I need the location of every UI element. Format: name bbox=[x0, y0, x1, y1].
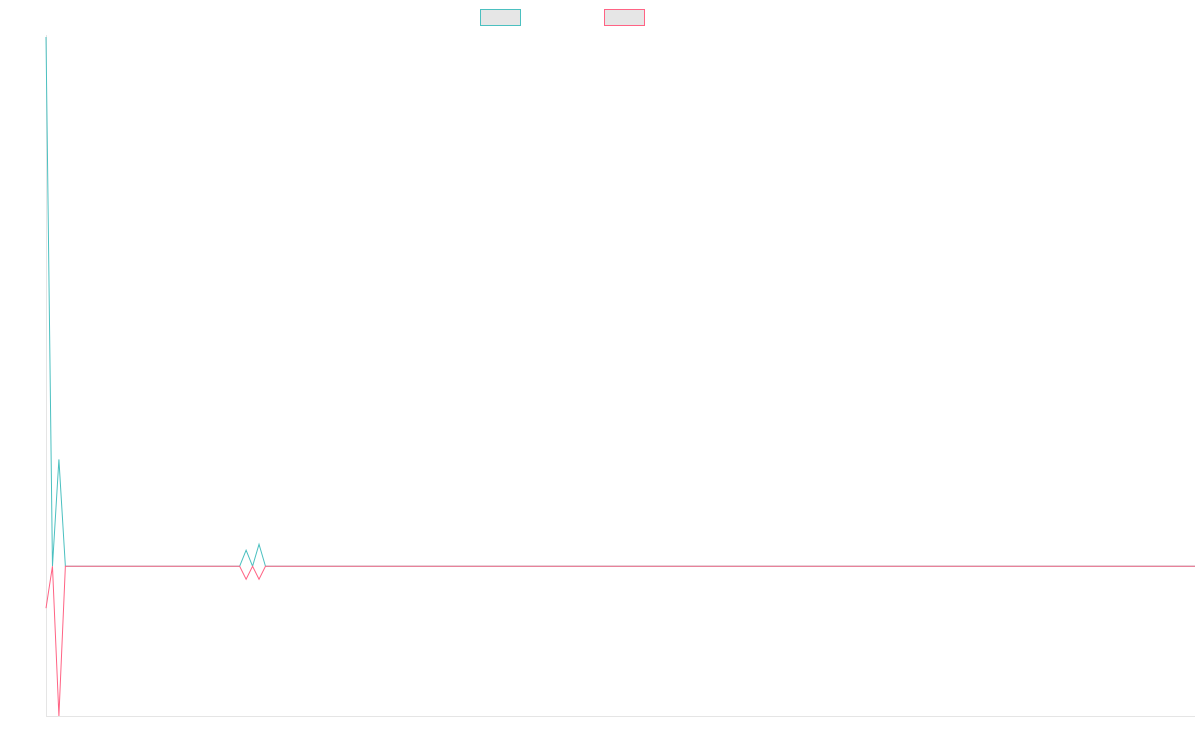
series-2-line bbox=[45, 565, 1195, 717]
legend-swatch-2 bbox=[604, 9, 645, 26]
axes bbox=[46, 35, 1195, 717]
series-1-line bbox=[45, 36, 1195, 568]
legend bbox=[480, 9, 645, 26]
legend-swatch-1 bbox=[480, 9, 521, 26]
series-group bbox=[45, 36, 1195, 717]
